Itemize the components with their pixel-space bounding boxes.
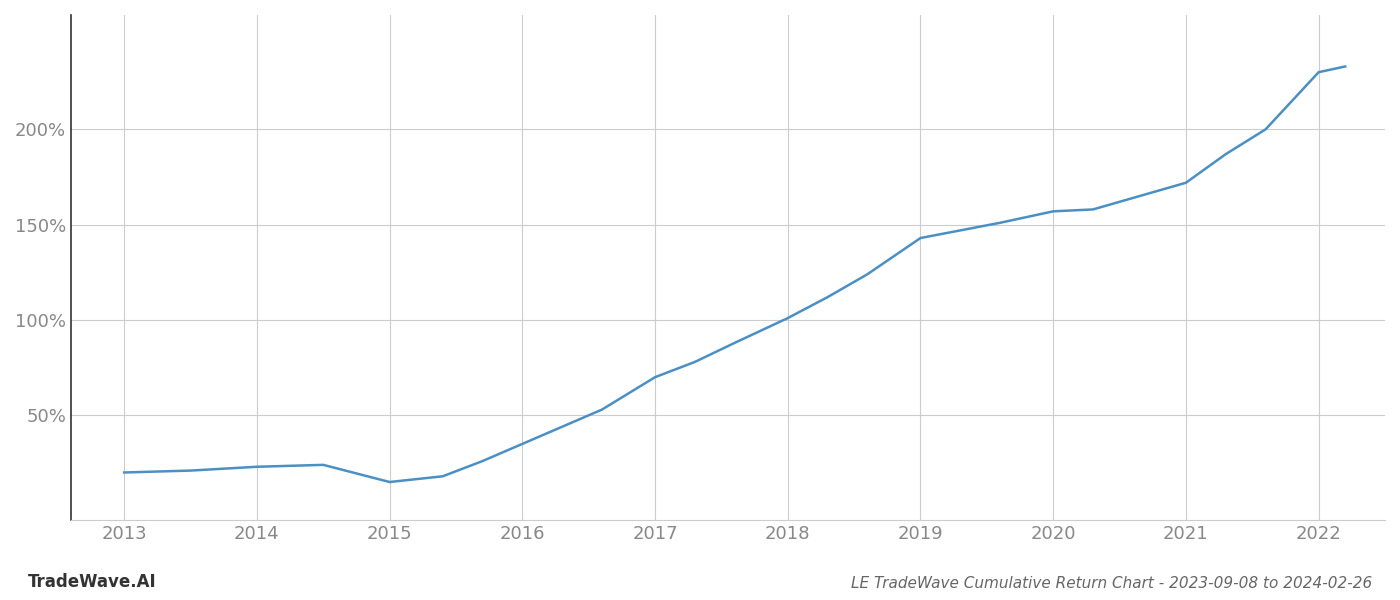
Text: TradeWave.AI: TradeWave.AI [28, 573, 157, 591]
Text: LE TradeWave Cumulative Return Chart - 2023-09-08 to 2024-02-26: LE TradeWave Cumulative Return Chart - 2… [851, 576, 1372, 591]
